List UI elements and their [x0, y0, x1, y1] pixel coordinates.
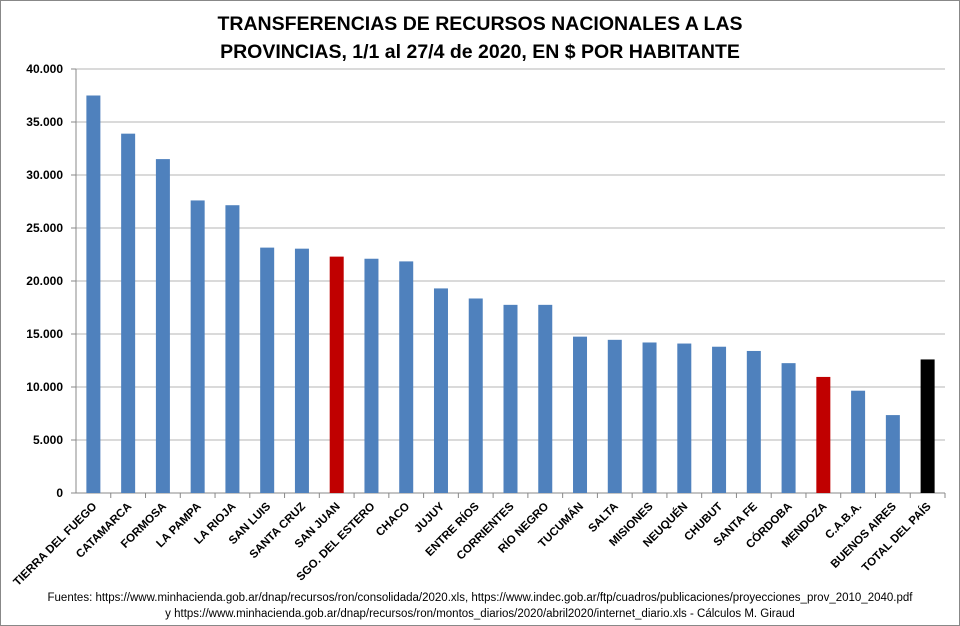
bar-salta	[607, 339, 622, 493]
y-tick-label: 40.000	[26, 62, 63, 76]
bar-formosa	[155, 159, 170, 493]
y-tick-label: 35.000	[26, 115, 63, 129]
bar-la-pampa	[190, 200, 205, 493]
y-tick-label: 15.000	[26, 327, 63, 341]
bar-tierra-del-fuego	[86, 95, 101, 493]
bar-total-del-pa-s	[920, 359, 935, 493]
bar-la-rioja	[225, 205, 240, 493]
bar-r-o-negro	[538, 304, 553, 493]
x-tick-label: SALTA	[587, 501, 621, 535]
bar-catamarca	[121, 133, 136, 493]
footer-sources-line-2: y https://www.minhacienda.gob.ar/dnap/re…	[165, 608, 795, 620]
bar-santa-fe	[746, 350, 761, 493]
bar-mendoza	[816, 376, 831, 493]
bar-buenos-aires	[885, 415, 900, 493]
bar-tucum-n	[573, 336, 588, 493]
bar-sgo-del-estero	[364, 258, 379, 493]
y-tick-label: 5.000	[33, 433, 63, 447]
y-tick-label: 10.000	[26, 380, 63, 394]
bar-corrientes	[503, 304, 518, 493]
y-tick-label: 20.000	[26, 274, 63, 288]
bar-san-luis	[260, 247, 275, 493]
y-tick-label: 0	[56, 486, 63, 500]
bar-chaco	[399, 261, 414, 493]
x-tick-label: BUENOS AIRES	[829, 500, 899, 570]
bar-entre-r-os	[468, 298, 483, 493]
x-tick-label: CHACO	[374, 501, 412, 539]
chart-title-line-2: PROVINCIAS, 1/1 al 27/4 de 2020, EN $ PO…	[220, 41, 740, 63]
bar-neuqu-n	[677, 343, 692, 493]
bar-misiones	[642, 342, 657, 493]
bar-jujuy	[433, 288, 448, 493]
bar-c-rdoba	[781, 363, 796, 493]
bar-santa-cruz	[294, 248, 309, 493]
chart-title-line-1: TRANSFERENCIAS DE RECURSOS NACIONALES A …	[217, 13, 743, 35]
bar-c-a-b-a-	[851, 390, 866, 493]
footer-sources-line-1: Fuentes: https://www.minhacienda.gob.ar/…	[47, 592, 913, 604]
bar-san-juan	[329, 256, 344, 493]
bar-chubut	[712, 346, 727, 493]
y-tick-label: 30.000	[26, 168, 63, 182]
chart-title: TRANSFERENCIAS DE RECURSOS NACIONALES A …	[0, 10, 960, 66]
x-tick-label: JUJUY	[412, 500, 447, 535]
y-tick-label: 25.000	[26, 221, 63, 235]
